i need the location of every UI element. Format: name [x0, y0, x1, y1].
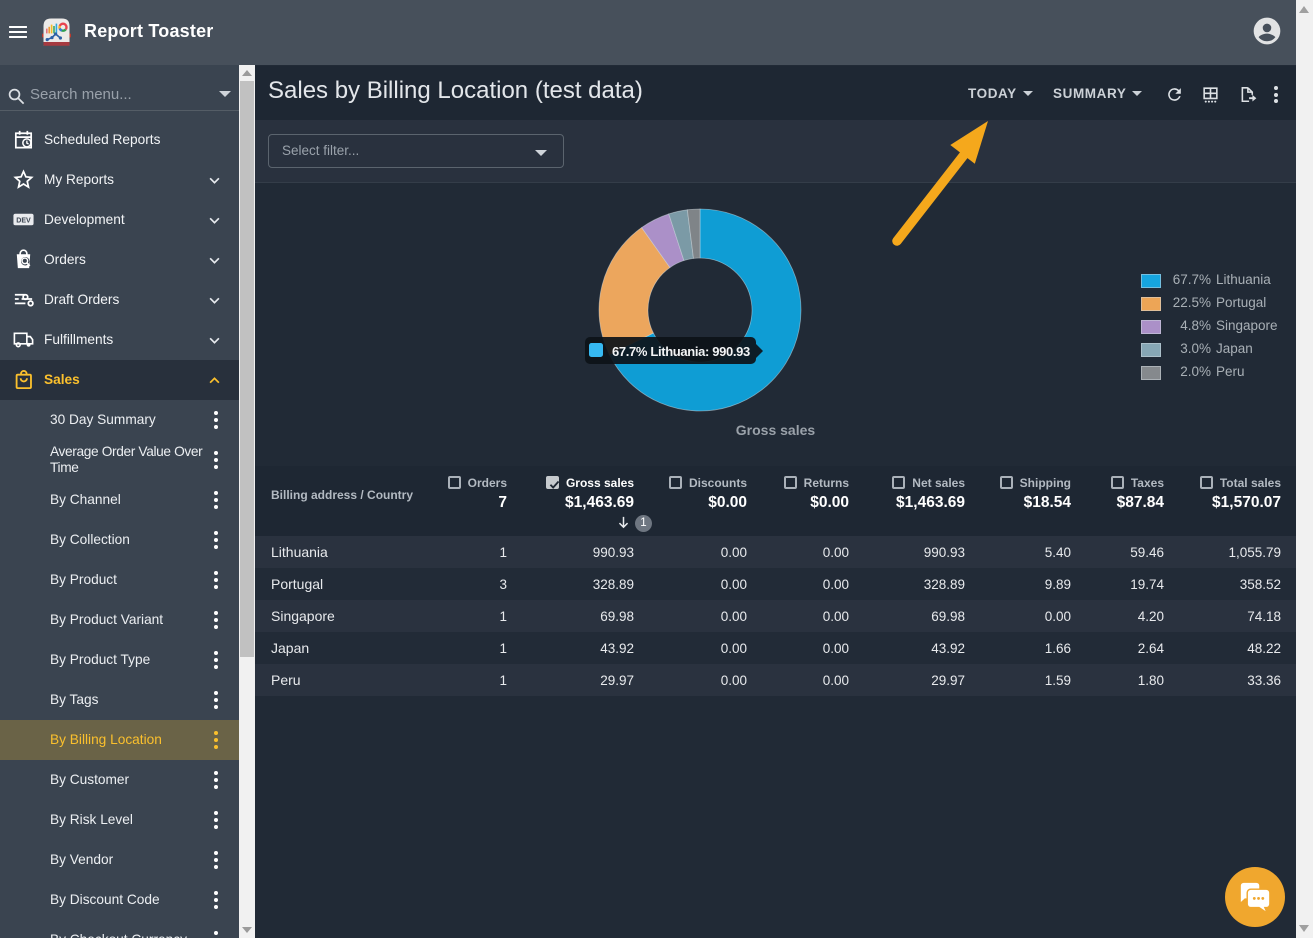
svg-text:DEV: DEV	[16, 216, 31, 224]
